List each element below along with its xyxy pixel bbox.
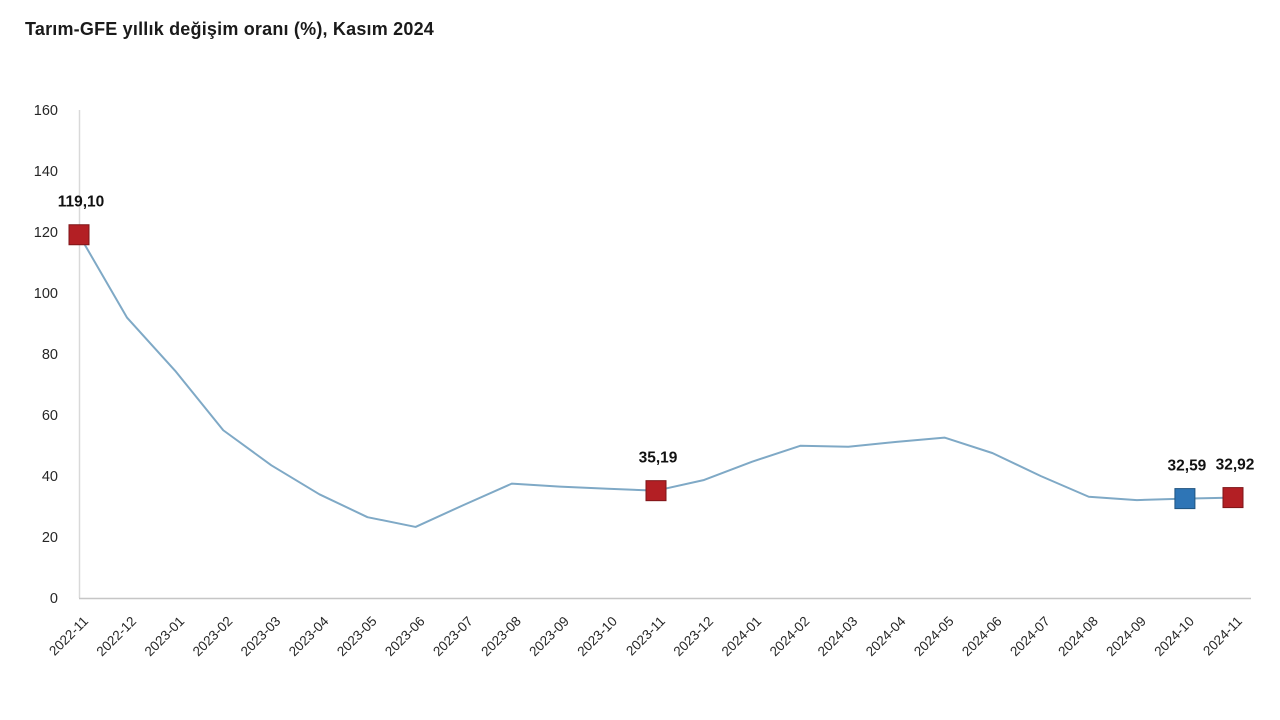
y-tick-label: 0 <box>50 591 58 607</box>
x-tick-label: 2024-09 <box>1103 614 1149 660</box>
x-tick-label: 2023-05 <box>334 614 380 660</box>
y-tick-label: 140 <box>34 164 58 180</box>
y-tick-label: 20 <box>42 530 58 546</box>
data-point-label-2023-11: 35,19 <box>639 450 678 467</box>
x-tick-label: 2024-11 <box>1200 614 1245 659</box>
x-tick-label: 2023-01 <box>142 614 188 660</box>
x-tick-label: 2023-07 <box>430 614 476 660</box>
y-tick-label: 160 <box>34 103 58 119</box>
chart-title: Tarım-GFE yıllık değişim oranı (%), Kası… <box>25 19 434 39</box>
x-tick-label: 2023-04 <box>286 613 332 659</box>
x-tick-label: 2024-07 <box>1007 614 1053 660</box>
x-tick-label: 2022-12 <box>94 614 140 660</box>
data-point-label-2024-11: 32,92 <box>1216 457 1255 474</box>
data-point-marker-2023-11 <box>645 480 667 502</box>
x-tick-label: 2023-02 <box>190 614 236 660</box>
x-tick-label: 2023-09 <box>526 614 572 660</box>
data-point-marker-2022-11 <box>68 224 90 246</box>
y-tick-label: 100 <box>34 286 58 302</box>
x-tick-label: 2023-06 <box>382 614 428 660</box>
data-point-marker-2024-10 <box>1174 488 1196 510</box>
x-tick-label: 2024-10 <box>1151 614 1197 660</box>
x-tick-label: 2023-10 <box>574 614 620 660</box>
data-point-label-2024-10: 32,59 <box>1168 458 1207 475</box>
y-tick-label: 80 <box>42 347 58 363</box>
x-tick-label: 2023-08 <box>478 614 524 660</box>
x-tick-label: 2024-08 <box>1055 614 1101 660</box>
x-tick-label: 2024-04 <box>863 613 909 659</box>
data-point-marker-2024-11 <box>1222 487 1244 509</box>
data-point-label-2022-11: 119,10 <box>58 194 105 211</box>
y-tick-label: 60 <box>42 408 58 424</box>
x-tick-label: 2023-12 <box>671 614 717 660</box>
x-tick-label: 2024-01 <box>719 614 765 660</box>
x-tick-label: 2023-03 <box>238 614 284 660</box>
x-tick-label: 2024-06 <box>959 614 1005 660</box>
x-tick-label: 2023-11 <box>623 614 668 659</box>
x-tick-label: 2022-11 <box>46 614 91 659</box>
x-tick-label: 2024-05 <box>911 614 957 660</box>
y-tick-label: 120 <box>34 225 58 241</box>
y-tick-label: 40 <box>42 469 58 485</box>
x-tick-label: 2024-03 <box>815 614 861 660</box>
x-tick-label: 2024-02 <box>767 614 813 660</box>
